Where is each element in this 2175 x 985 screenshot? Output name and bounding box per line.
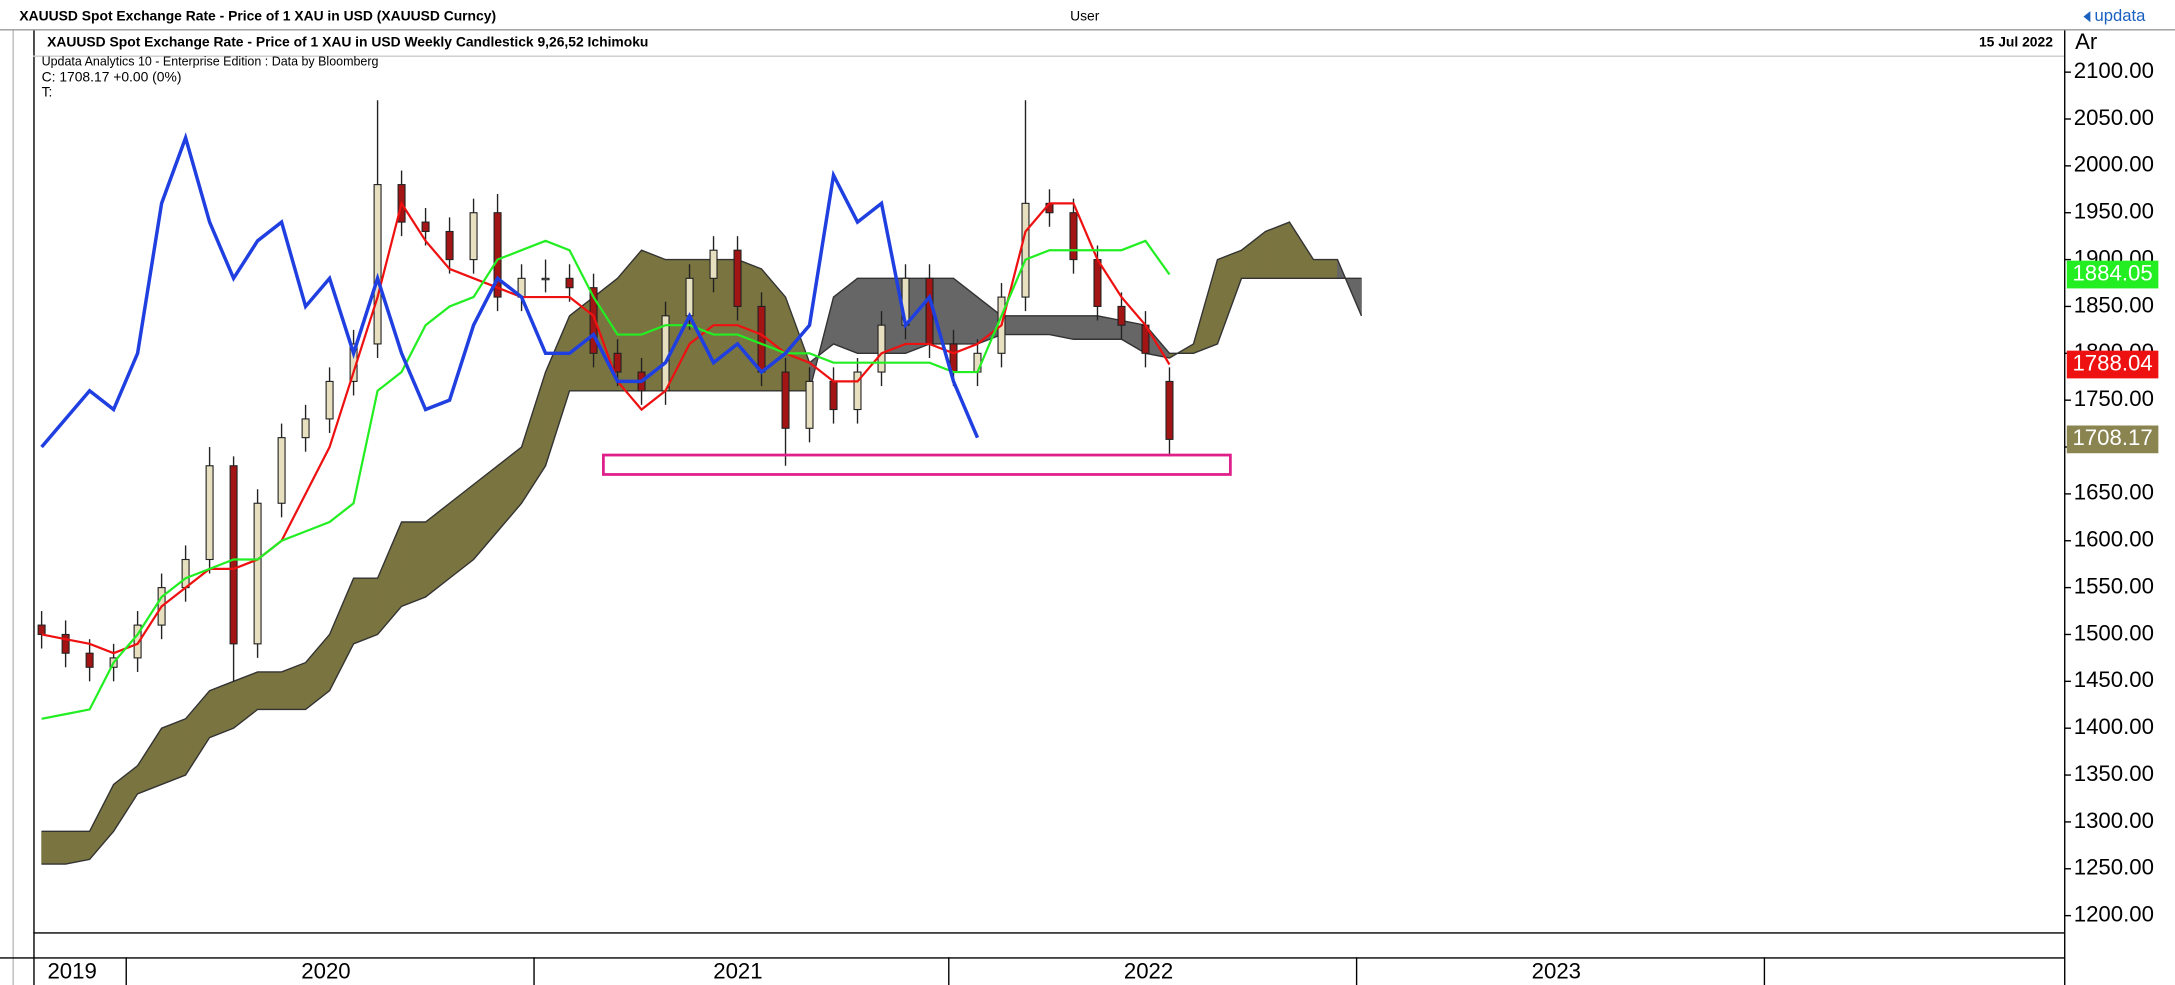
corner-label: Ar	[2075, 29, 2098, 54]
y-tick-label: 1250.00	[2074, 855, 2154, 880]
chart-title: XAUUSD Spot Exchange Rate - Price of 1 X…	[47, 34, 648, 50]
candle-body	[253, 502, 262, 645]
y-tick-label: 1850.00	[2074, 292, 2154, 317]
candle-body	[613, 352, 622, 373]
y-tick-label: 1550.00	[2074, 573, 2154, 598]
close-info: C: 1708.17 +0.00 (0%)	[42, 68, 182, 84]
cloud-segment	[1073, 315, 1098, 340]
candle-body	[805, 380, 814, 429]
cloud-segment	[41, 830, 66, 865]
t-info: T:	[42, 84, 53, 100]
candle-body	[373, 184, 382, 345]
candle-body	[709, 249, 718, 279]
cloud-segment	[161, 718, 186, 785]
candle-body	[181, 558, 190, 589]
x-tick-label: 2020	[301, 958, 350, 983]
cloud-segment	[353, 577, 378, 645]
candle-body	[325, 380, 334, 420]
candle-body	[733, 249, 742, 307]
y-tick-label: 2000.00	[2074, 152, 2154, 177]
y-tick-label: 1600.00	[2074, 527, 2154, 552]
candle-body	[205, 465, 214, 561]
candle-body	[301, 418, 310, 439]
y-tick-label: 1450.00	[2074, 667, 2154, 692]
y-tick-label: 1950.00	[2074, 199, 2154, 224]
y-tick-label: 1350.00	[2074, 761, 2154, 786]
price-tag	[2066, 350, 2159, 379]
indicator-line	[41, 200, 1171, 655]
y-tick-label: 1650.00	[2074, 480, 2154, 505]
cloud-segment	[1025, 315, 1050, 335]
candle-body	[1117, 305, 1126, 326]
candle-body	[1021, 202, 1030, 298]
candle-body	[565, 277, 574, 289]
x-tick-label: 2022	[1124, 958, 1173, 983]
candle-body	[829, 380, 838, 411]
y-tick-label: 1500.00	[2074, 620, 2154, 645]
x-tick-label: 2023	[1532, 958, 1581, 983]
candle-body	[133, 624, 142, 659]
price-tag-label: 1708.17	[2072, 425, 2152, 450]
candle-body	[1165, 380, 1174, 440]
cloud-segment	[257, 671, 282, 710]
cloud-segment	[1313, 259, 1338, 279]
candle-body	[445, 230, 454, 261]
x-tick-label: 2021	[713, 958, 762, 983]
cloud-segment	[401, 521, 426, 607]
candle-body	[589, 287, 598, 354]
cloud-segment	[65, 830, 90, 865]
date-label: 15 Jul 2022	[1979, 34, 2053, 50]
y-tick-label: 1750.00	[2074, 386, 2154, 411]
candle-body	[493, 212, 502, 298]
candle-body	[541, 277, 550, 281]
candle-body	[469, 212, 478, 261]
candle-body	[877, 324, 886, 373]
candle-body	[61, 633, 70, 654]
indicator-line	[40, 132, 980, 449]
indicator-line	[41, 239, 1171, 720]
candle-body	[781, 371, 790, 429]
candle-body	[1069, 212, 1078, 261]
candle-body	[853, 371, 862, 411]
candle-body	[1093, 259, 1102, 307]
plot-area	[37, 100, 1363, 865]
candle-body	[37, 624, 46, 636]
user-label: User	[1070, 7, 1100, 23]
candle-body	[229, 465, 238, 645]
support-zone	[602, 453, 1232, 476]
candle-body	[685, 277, 694, 317]
price-tag-label: 1884.05	[2072, 260, 2152, 285]
candle-body	[85, 652, 94, 668]
logo-icon	[2083, 11, 2091, 23]
candle-body	[421, 221, 430, 233]
price-tag	[2066, 425, 2159, 454]
candle-body	[757, 305, 766, 373]
logo: updata	[2095, 6, 2147, 25]
price-tag-label: 1788.04	[2072, 350, 2152, 375]
y-tick-label: 1400.00	[2074, 714, 2154, 739]
x-tick-label: 2019	[47, 958, 96, 983]
subtitle: Updata Analytics 10 - Enterprise Edition…	[42, 55, 379, 69]
price-tag	[2066, 260, 2159, 289]
y-tick-label: 2100.00	[2074, 58, 2154, 83]
y-tick-label: 2050.00	[2074, 105, 2154, 130]
instrument-name: XAUUSD Spot Exchange Rate - Price of 1 X…	[19, 7, 496, 23]
candle-body	[277, 437, 286, 504]
y-tick-label: 1300.00	[2074, 808, 2154, 833]
y-tick-label: 1200.00	[2074, 901, 2154, 926]
cloud-edge	[41, 277, 1362, 865]
